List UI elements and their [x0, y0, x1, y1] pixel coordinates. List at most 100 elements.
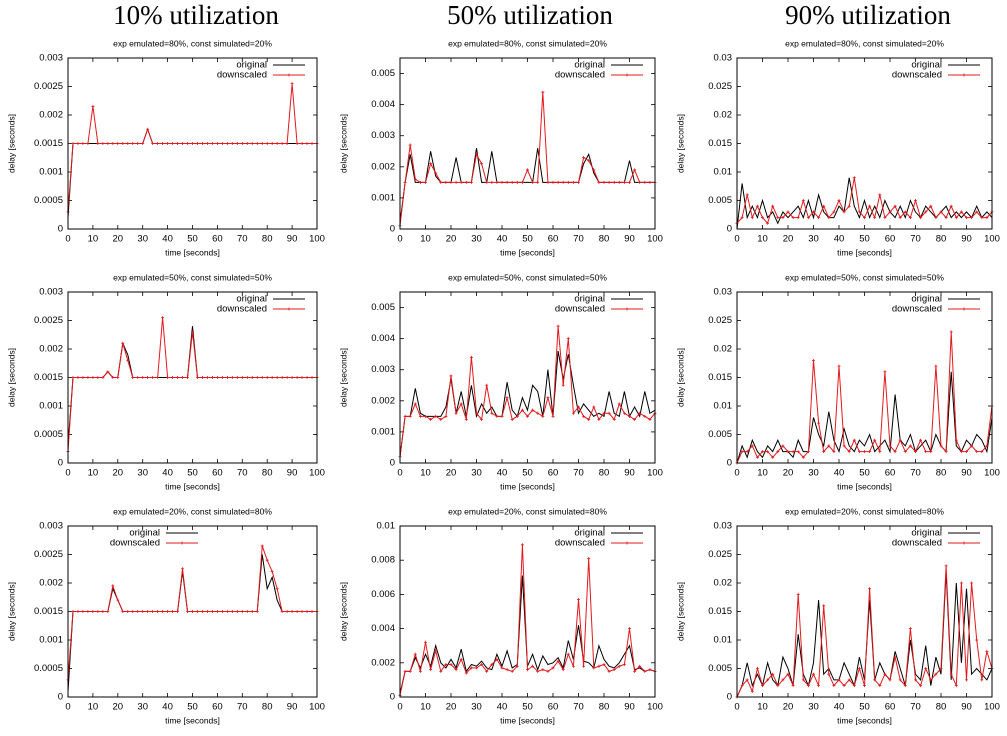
point-marker [745, 193, 749, 197]
point-marker [556, 180, 560, 184]
point-marker [126, 142, 130, 145]
point-marker [429, 668, 433, 672]
x-tick-label: 0 [65, 468, 70, 479]
x-tick-label: 10 [420, 702, 431, 713]
point-marker [837, 364, 841, 368]
point-marker [475, 411, 478, 415]
y-tick-label: 0.003 [39, 53, 63, 64]
y-tick-label: 0.002 [371, 395, 395, 406]
point-marker [111, 584, 115, 588]
point-marker [551, 414, 555, 418]
point-marker [106, 610, 110, 613]
point-marker [561, 180, 565, 184]
point-marker [505, 396, 509, 400]
point-marker [215, 376, 219, 379]
point-marker [908, 627, 912, 631]
point-marker [230, 142, 234, 145]
y-tick-label: 0.01 [377, 521, 396, 532]
point-marker [561, 668, 565, 672]
point-marker [776, 450, 780, 454]
point-marker [403, 180, 407, 184]
point-marker [970, 581, 974, 585]
point-marker [617, 180, 621, 184]
point-marker [260, 376, 264, 379]
point-marker [571, 180, 575, 184]
point-marker [275, 587, 279, 591]
point-marker [111, 142, 115, 145]
x-tick-label: 50 [859, 234, 870, 245]
point-marker [305, 376, 309, 379]
point-marker [176, 376, 180, 379]
point-marker [934, 216, 938, 220]
x-tick-label: 20 [113, 468, 124, 479]
point-marker [643, 180, 647, 184]
point-marker [195, 376, 199, 379]
point-marker [464, 180, 468, 184]
x-tick-label: 50 [522, 468, 533, 479]
x-tick-label: 90 [287, 702, 298, 713]
point-marker [592, 666, 596, 670]
point-marker [648, 417, 652, 421]
point-marker [195, 142, 199, 145]
point-marker [577, 180, 580, 184]
x-tick-label: 90 [287, 234, 298, 245]
x-tick-label: 90 [624, 702, 635, 713]
series-line [399, 92, 655, 226]
point-marker [240, 142, 244, 145]
point-marker [949, 330, 953, 334]
legend-label: downscaled [892, 70, 942, 81]
point-marker [898, 216, 902, 220]
x-tick-label: 40 [497, 234, 508, 245]
x-tick-label: 10 [757, 468, 768, 479]
y-tick-label: 0.006 [371, 589, 395, 600]
point-marker [480, 663, 484, 667]
plot-frame [67, 291, 318, 464]
x-tick-label: 30 [137, 234, 148, 245]
y-tick-label: 0.003 [39, 287, 63, 298]
point-marker [305, 610, 309, 613]
point-marker [215, 610, 219, 613]
x-tick-label: 40 [834, 468, 845, 479]
x-tick-label: 80 [936, 468, 947, 479]
point-marker [76, 142, 80, 145]
point-marker [750, 444, 754, 448]
x-tick-label: 90 [624, 468, 635, 479]
point-marker [96, 610, 100, 613]
x-tick-label: 80 [936, 234, 947, 245]
x-tick-label: 10 [757, 702, 768, 713]
point-marker [515, 180, 519, 184]
point-marker [873, 678, 877, 682]
point-marker [520, 180, 524, 184]
x-tick-label: 0 [397, 468, 402, 479]
x-tick-label: 90 [961, 468, 972, 479]
chart-subtitle: exp emulated=80%, const simulated=20% [448, 38, 607, 48]
point-marker [111, 376, 115, 379]
point-marker [71, 610, 75, 613]
point-marker [566, 652, 570, 656]
x-tick-label: 30 [808, 468, 819, 479]
x-tick-label: 100 [309, 468, 325, 479]
point-marker [96, 142, 100, 145]
point-marker [791, 216, 795, 220]
point-marker [101, 610, 105, 613]
point-marker [200, 610, 204, 613]
point-marker [131, 376, 135, 379]
point-marker [515, 664, 519, 668]
point-marker [531, 180, 535, 184]
legend-marker [625, 541, 629, 545]
legend-label: original [574, 60, 605, 71]
point-marker [156, 610, 160, 613]
point-marker [837, 199, 841, 202]
point-marker [898, 438, 902, 442]
x-tick-label: 70 [237, 702, 248, 713]
point-marker [195, 610, 199, 613]
legend-label: original [129, 528, 160, 539]
point-marker [235, 376, 239, 379]
point-marker [561, 383, 565, 387]
y-tick-label: 0 [390, 458, 395, 469]
chart-panel: exp emulated=20%, const simulated=80% tim… [6, 506, 325, 725]
point-marker [235, 610, 239, 613]
point-marker [571, 664, 575, 668]
y-tick-label: 0.01 [714, 635, 733, 646]
point-marker [837, 678, 841, 682]
